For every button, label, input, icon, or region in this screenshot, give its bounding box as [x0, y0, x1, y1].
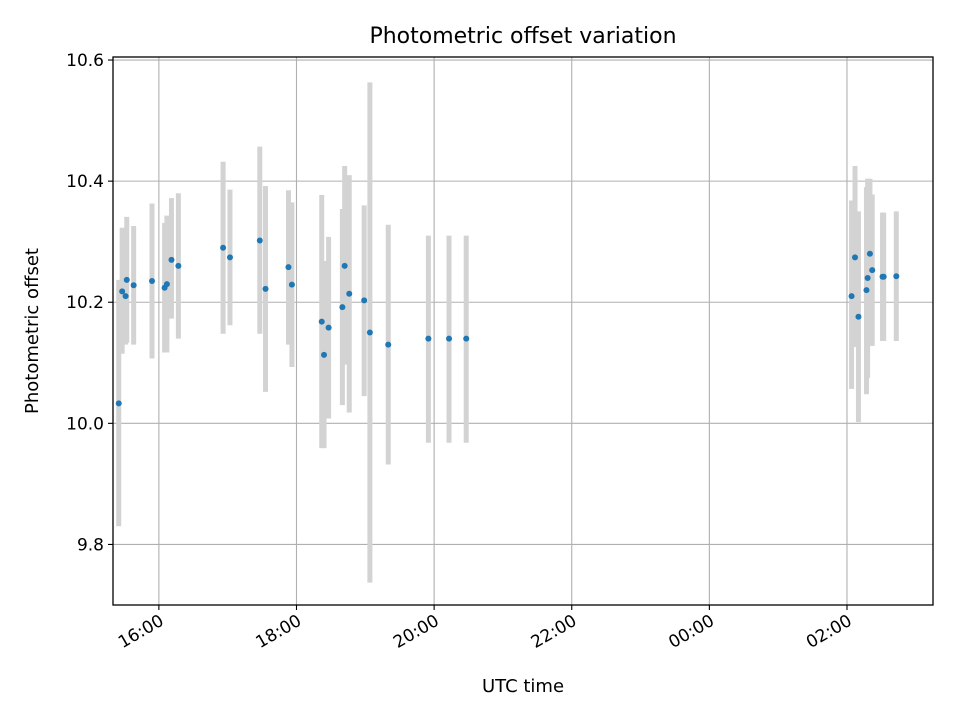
x-axis-label: UTC time	[482, 676, 564, 697]
grid	[113, 57, 933, 605]
data-point	[855, 313, 862, 320]
data-point	[325, 324, 332, 331]
data-point	[425, 335, 432, 342]
data-point	[148, 278, 155, 285]
data-point	[226, 254, 233, 261]
data-point	[893, 273, 900, 280]
data-point	[115, 400, 122, 407]
data-point	[852, 254, 859, 261]
data-point	[848, 293, 855, 300]
y-axis-label: Photometric offset	[22, 248, 43, 414]
data-point	[321, 351, 328, 358]
data-point	[446, 335, 453, 342]
data-point	[123, 276, 130, 283]
data-point	[130, 282, 137, 289]
data-point	[220, 244, 227, 251]
y-tick-label: 10.4	[66, 172, 104, 192]
data-point	[346, 290, 353, 297]
y-tick-label: 10.6	[66, 51, 104, 71]
data-point	[256, 237, 263, 244]
data-point	[463, 335, 470, 342]
data-point	[262, 285, 269, 292]
data-point	[339, 304, 346, 311]
plot-frame	[112, 56, 934, 606]
data-point	[318, 318, 325, 325]
data-point	[122, 293, 129, 300]
data-point	[361, 297, 368, 304]
y-axis-ticks: 9.8 10.0 10.2 10.4 10.6	[66, 51, 113, 555]
data-point	[341, 262, 348, 269]
data-point	[864, 275, 871, 282]
data-point	[385, 341, 392, 348]
data-point	[869, 267, 876, 274]
y-tick-label: 10.2	[66, 293, 104, 313]
y-tick-label: 9.8	[77, 535, 104, 555]
y-tick-label: 10.0	[66, 414, 104, 434]
data-point	[863, 287, 870, 294]
data-points	[115, 237, 900, 407]
data-point	[366, 329, 373, 336]
data-point	[163, 281, 170, 288]
data-point	[866, 250, 873, 257]
data-point	[288, 281, 295, 288]
data-point	[168, 256, 175, 263]
data-point	[285, 264, 292, 271]
data-point	[880, 273, 887, 280]
data-point	[175, 262, 182, 269]
chart-title: Photometric offset variation	[369, 24, 676, 49]
data-point	[119, 288, 126, 295]
